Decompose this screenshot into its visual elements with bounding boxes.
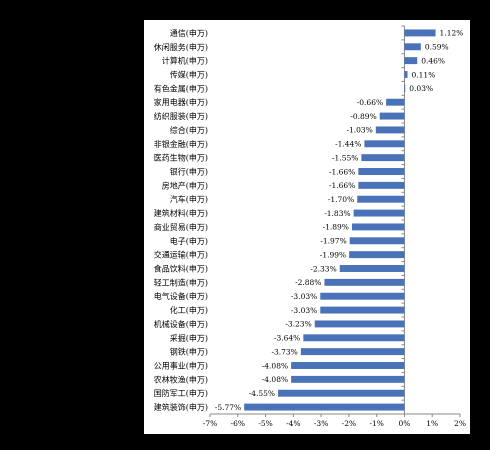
value-label: -0.66% — [357, 98, 383, 107]
value-label: -3.03% — [291, 306, 317, 315]
x-tick-label: -1% — [369, 419, 383, 428]
bar — [404, 71, 408, 78]
category-label: 电子(申万) — [170, 236, 208, 246]
bar — [364, 140, 405, 148]
category-label: 机械设备(申万) — [154, 319, 208, 329]
category-label: 采掘(申万) — [170, 333, 208, 343]
category-label: 家用电器(申万) — [154, 97, 208, 107]
value-label: -4.55% — [249, 389, 275, 398]
value-label: -1.66% — [329, 167, 355, 176]
label-layer: 1.12% 通信(申万) 0.59% 休闲服务(申万) 0.46% 计算机(申万) 0.11… — [154, 28, 464, 412]
bar — [278, 389, 405, 397]
bar — [361, 154, 405, 162]
value-label: 0.46% — [421, 56, 445, 65]
value-label: -4.08% — [262, 361, 288, 370]
bar — [244, 403, 405, 411]
value-label: -3.23% — [285, 320, 311, 329]
value-label: -1.83% — [324, 209, 350, 218]
category-label: 银行(申万) — [170, 167, 208, 177]
category-label: 计算机(申万) — [162, 56, 208, 66]
category-label: 休闲服务(申万) — [154, 42, 208, 52]
x-tick-label: -3% — [314, 419, 328, 428]
value-label: -1.03% — [346, 126, 372, 135]
category-label: 非银金融(申万) — [154, 139, 208, 149]
category-label: 国防军工(申万) — [154, 388, 208, 398]
category-label: 食品饮料(申万) — [154, 264, 208, 274]
category-label: 建筑装饰(申万) — [154, 402, 208, 412]
chart-panel: -7% -6% -5% -4% -3% -2% -1% 0% 1% 2% 1.12% 通信(申万) 0… — [144, 20, 470, 434]
value-label: -0.89% — [350, 112, 376, 121]
value-label: -2.33% — [310, 264, 336, 273]
category-label: 传媒(申万) — [170, 70, 208, 80]
value-label: -1.66% — [329, 181, 355, 190]
x-tick-label: -7% — [203, 419, 217, 428]
axis-layer: -7% -6% -5% -4% -3% -2% -1% 0% 1% 2% — [203, 25, 466, 428]
bar — [291, 375, 405, 383]
category-label: 化工(申万) — [170, 305, 208, 315]
value-label: -4.08% — [262, 375, 288, 384]
value-label: -3.73% — [271, 347, 297, 356]
category-label: 通信(申万) — [170, 28, 208, 38]
bar — [324, 278, 405, 286]
bar — [379, 112, 405, 120]
bar — [320, 306, 405, 314]
bar — [358, 168, 405, 175]
value-label: 0.59% — [425, 43, 449, 52]
bar — [353, 209, 405, 217]
value-label: 0.03% — [409, 84, 433, 93]
x-tick-label: 2% — [454, 419, 466, 428]
bar — [351, 223, 405, 231]
category-label: 钢铁(申万) — [170, 347, 208, 357]
category-label: 商业贸易(申万) — [154, 222, 208, 232]
bar — [349, 251, 405, 259]
value-label: 1.12% — [440, 29, 464, 38]
category-label: 公用事业(申万) — [154, 361, 208, 371]
bar — [404, 29, 436, 37]
bar — [375, 126, 405, 134]
category-label: 有色金属(申万) — [154, 83, 208, 93]
bar — [358, 181, 405, 189]
value-label: -1.55% — [332, 153, 358, 162]
category-label: 综合(申万) — [170, 125, 208, 135]
category-label: 农林牧渔(申万) — [154, 374, 208, 384]
bar-chart: -7% -6% -5% -4% -3% -2% -1% 0% 1% 2% 1.12% 通信(申万) 0… — [154, 25, 466, 428]
x-tick-label: -6% — [231, 419, 245, 428]
value-label: -1.99% — [320, 250, 346, 259]
bar — [339, 265, 405, 272]
bar — [404, 84, 406, 92]
bar — [291, 362, 405, 369]
category-label: 轻工制造(申万) — [154, 277, 208, 287]
bar — [349, 237, 405, 245]
x-tick-label: -4% — [286, 419, 300, 428]
category-label: 交通运输(申万) — [154, 250, 208, 260]
value-label: 0.11% — [412, 70, 436, 79]
bar — [386, 98, 405, 106]
value-label: -2.88% — [295, 278, 321, 287]
bar — [320, 292, 405, 300]
x-tick-label: -5% — [258, 419, 272, 428]
value-label: -3.64% — [274, 334, 300, 343]
bar — [404, 43, 421, 51]
bar — [404, 57, 418, 65]
value-label: -3.03% — [291, 292, 317, 301]
category-label: 纺织服装(申万) — [154, 111, 208, 121]
x-tick-label: -2% — [342, 419, 356, 428]
value-label: -1.44% — [335, 140, 361, 149]
category-label: 房地产(申万) — [162, 180, 208, 190]
category-label: 医药生物(申万) — [154, 153, 208, 163]
x-tick-label: 0% — [398, 419, 410, 428]
bar — [300, 348, 405, 356]
category-label: 汽车(申万) — [170, 194, 208, 204]
bar — [314, 320, 405, 328]
value-label: -5.77% — [215, 403, 241, 412]
value-label: -1.89% — [323, 223, 349, 232]
value-label: -1.97% — [320, 237, 346, 246]
bar — [357, 195, 405, 203]
category-label: 建筑材料(申万) — [154, 208, 208, 218]
value-label: -1.70% — [328, 195, 354, 204]
category-label: 电气设备(申万) — [154, 291, 208, 301]
bar — [303, 334, 405, 342]
x-tick-label: 1% — [426, 419, 438, 428]
bar-layer — [244, 29, 436, 411]
